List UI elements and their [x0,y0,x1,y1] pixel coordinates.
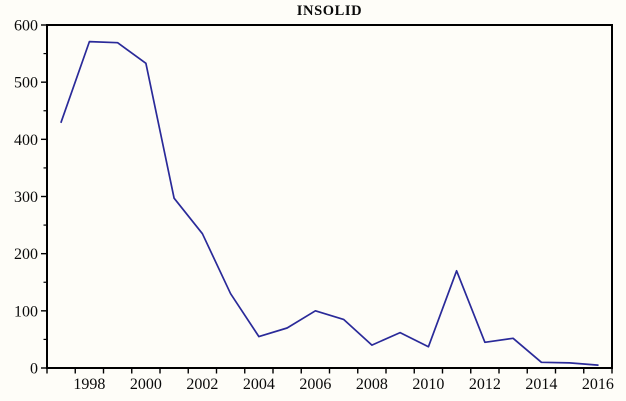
y-axis-label: 0 [30,361,38,378]
x-axis-label: 2016 [582,376,614,393]
x-axis-label: 2000 [130,376,162,393]
x-axis-label: 1998 [73,376,105,393]
x-axis-label: 2012 [469,376,501,393]
data-line-insolid [60,40,599,366]
x-axis-label: 2010 [412,376,444,393]
y-axis-label: 500 [14,75,38,92]
x-axis-label: 2014 [525,376,557,393]
y-axis-label: 300 [14,189,38,206]
plot-frame [46,24,613,369]
y-axis-label: 600 [14,18,38,35]
x-axis-label: 2006 [299,376,331,393]
y-axis-label: 400 [14,132,38,149]
y-axis-label: 100 [14,303,38,320]
x-axis-label: 2002 [186,376,218,393]
x-axis-label: 2004 [243,376,275,393]
x-axis-label: 2008 [356,376,388,393]
y-axis-label: 200 [14,246,38,263]
chart-title: INSOLID [296,3,363,19]
